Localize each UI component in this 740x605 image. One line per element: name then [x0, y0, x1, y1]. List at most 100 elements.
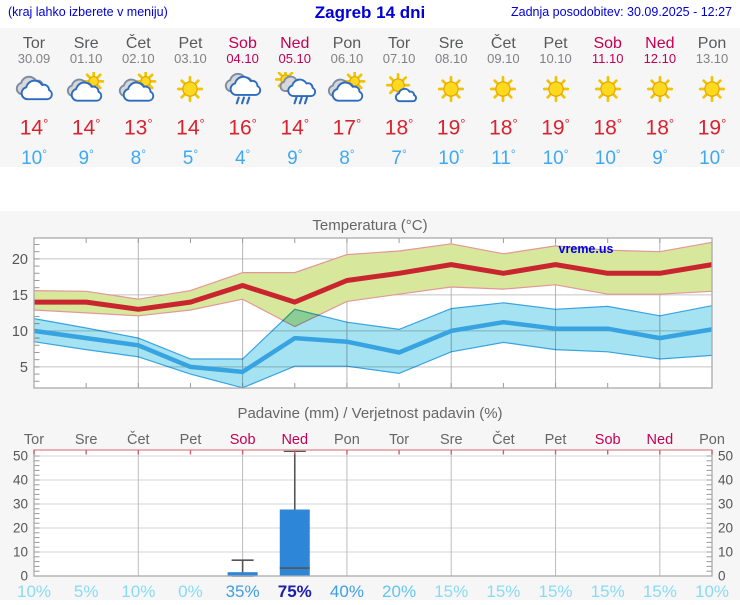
forecast-day: Tor 30.09 14° 10°	[7, 28, 61, 169]
precipitation-chart: Tor Sre Čet Pet Sob Ned Pon Tor Sre Čet Pet Sob Ned P…	[0, 400, 740, 605]
precip-bar	[279, 509, 310, 577]
low-temp: 9°	[287, 147, 303, 169]
y-axis-label-left: 20	[13, 521, 28, 536]
weather-icon-sun-rain	[274, 68, 316, 105]
day-date: 13.10	[695, 51, 729, 66]
day-name: Sob	[228, 35, 257, 52]
day-icon	[216, 72, 270, 110]
day-name: Pet	[543, 35, 568, 52]
y-axis-label: 5	[20, 360, 28, 376]
forecast-day: Sob 11.10 18° 10°	[581, 28, 635, 169]
forecast-day: Tor 07.10 18° 7°	[372, 28, 426, 169]
high-temp: 17°	[332, 116, 362, 140]
series-max-temp-range	[33, 241, 713, 328]
day-name: Pon	[697, 35, 727, 52]
precip-day-label: Pon	[699, 432, 725, 448]
high-temp: 18°	[489, 116, 518, 140]
day-icon	[59, 70, 113, 110]
y-axis-label-left: 50	[13, 449, 28, 464]
precip-probability: 10%	[17, 582, 51, 600]
low-temp: 4°	[234, 147, 251, 169]
precip-day-label: Ned	[281, 432, 308, 448]
precip-day-label: Tor	[389, 432, 409, 448]
high-temp: 14°	[71, 116, 101, 140]
precip-day-label: Sre	[440, 432, 463, 448]
day-date: 11.10	[591, 51, 624, 66]
weather-icon-partly-cloudy	[327, 70, 366, 102]
day-name: Sre	[73, 35, 99, 52]
series-min-temp	[33, 319, 713, 375]
day-date: 07.10	[382, 51, 416, 66]
low-temp: 10°	[542, 147, 569, 169]
y-axis-label-left: 30	[13, 497, 28, 512]
day-date: 05.10	[278, 51, 312, 66]
high-temp: 14°	[176, 116, 205, 140]
y-axis-label-left: 10	[13, 545, 28, 560]
day-name: Pon	[332, 35, 362, 52]
y-axis-label-right: 0	[718, 569, 726, 584]
day-name: Čet	[125, 35, 151, 52]
forecast-day: Sre 08.10 19° 10°	[424, 28, 478, 169]
day-icon	[476, 72, 530, 110]
day-icon	[581, 72, 635, 110]
chart-title: Padavine (mm) / Verjetnost padavin (%)	[237, 405, 502, 422]
high-temp: 18°	[593, 116, 622, 140]
forecast-day: Pet 10.10 19° 10°	[529, 28, 583, 169]
forecast-day: Pet 03.10 14° 5°	[163, 28, 217, 169]
precip-probability: 15%	[591, 582, 625, 600]
location-hint: (kraj lahko izberete v meniju)	[8, 5, 168, 19]
day-icon	[685, 72, 739, 110]
day-name: Sre	[438, 35, 464, 52]
page-title: Zagreb 14 dni	[314, 3, 426, 22]
forecast-day: Sob 04.10 16° 4°	[216, 28, 270, 169]
weather-icon-sunny	[177, 75, 204, 103]
forecast-day: Ned 05.10 14° 9°	[268, 28, 322, 169]
day-name: Tor	[22, 35, 46, 52]
precip-day-label: Tor	[24, 432, 44, 448]
chart-title: Temperatura (°C)	[312, 217, 427, 234]
day-icon	[268, 68, 322, 110]
low-temp: 7°	[391, 147, 407, 169]
high-temp: 14°	[19, 116, 49, 140]
day-icon	[163, 72, 217, 110]
day-date: 03.10	[174, 51, 207, 66]
forecast-day: Čet 02.10 13° 8°	[111, 28, 165, 169]
day-date: 06.10	[330, 51, 364, 66]
y-axis-label: 20	[12, 252, 28, 268]
day-icon	[111, 70, 165, 110]
y-axis-label-right: 50	[718, 449, 733, 464]
high-temp: 19°	[541, 116, 570, 140]
forecast-day: Pon 13.10 19° 10°	[685, 28, 739, 169]
weather-icon-mostly-sunny	[385, 73, 417, 103]
day-date: 12.10	[643, 51, 677, 66]
day-icon	[372, 72, 426, 110]
day-name: Čet	[490, 35, 516, 52]
y-axis-label-right: 40	[718, 473, 733, 488]
high-temp: 18°	[645, 116, 675, 140]
day-date: 30.09	[17, 51, 51, 66]
weather-icon-partly-cloudy	[119, 70, 157, 102]
low-temp: 10°	[21, 147, 47, 169]
watermark-link[interactable]: vreme.us	[559, 242, 614, 256]
precip-probability: 75%	[278, 582, 312, 600]
precip-day-label: Ned	[647, 432, 674, 448]
day-icon	[529, 72, 583, 110]
high-temp: 18°	[384, 116, 414, 140]
weather-icon-sunny	[698, 75, 726, 103]
day-date: 01.10	[69, 51, 103, 66]
precip-probability: 15%	[434, 582, 468, 600]
forecast-day: Čet 09.10 18° 11°	[476, 28, 530, 169]
day-name: Tor	[387, 35, 411, 52]
day-name: Pet	[178, 35, 203, 52]
high-temp: 19°	[436, 116, 466, 140]
precip-day-label: Pet	[180, 432, 202, 448]
forecast-day: Pon 06.10 17° 8°	[320, 28, 374, 169]
header: (kraj lahko izberete v meniju) Zagreb 14…	[0, 0, 740, 28]
forecast-strip: Tor 30.09 14° 10° Sre 01.10 14° 9° Čet 02.10 13° 8°…	[0, 28, 740, 169]
precip-probability: 10%	[695, 582, 729, 600]
precip-probability: 40%	[330, 582, 364, 600]
precip-probability: 0%	[178, 582, 203, 600]
precip-day-label: Pon	[334, 432, 360, 448]
forecast-day: Ned 12.10 18° 9°	[633, 28, 687, 169]
precip-day-label: Čet	[492, 431, 515, 448]
